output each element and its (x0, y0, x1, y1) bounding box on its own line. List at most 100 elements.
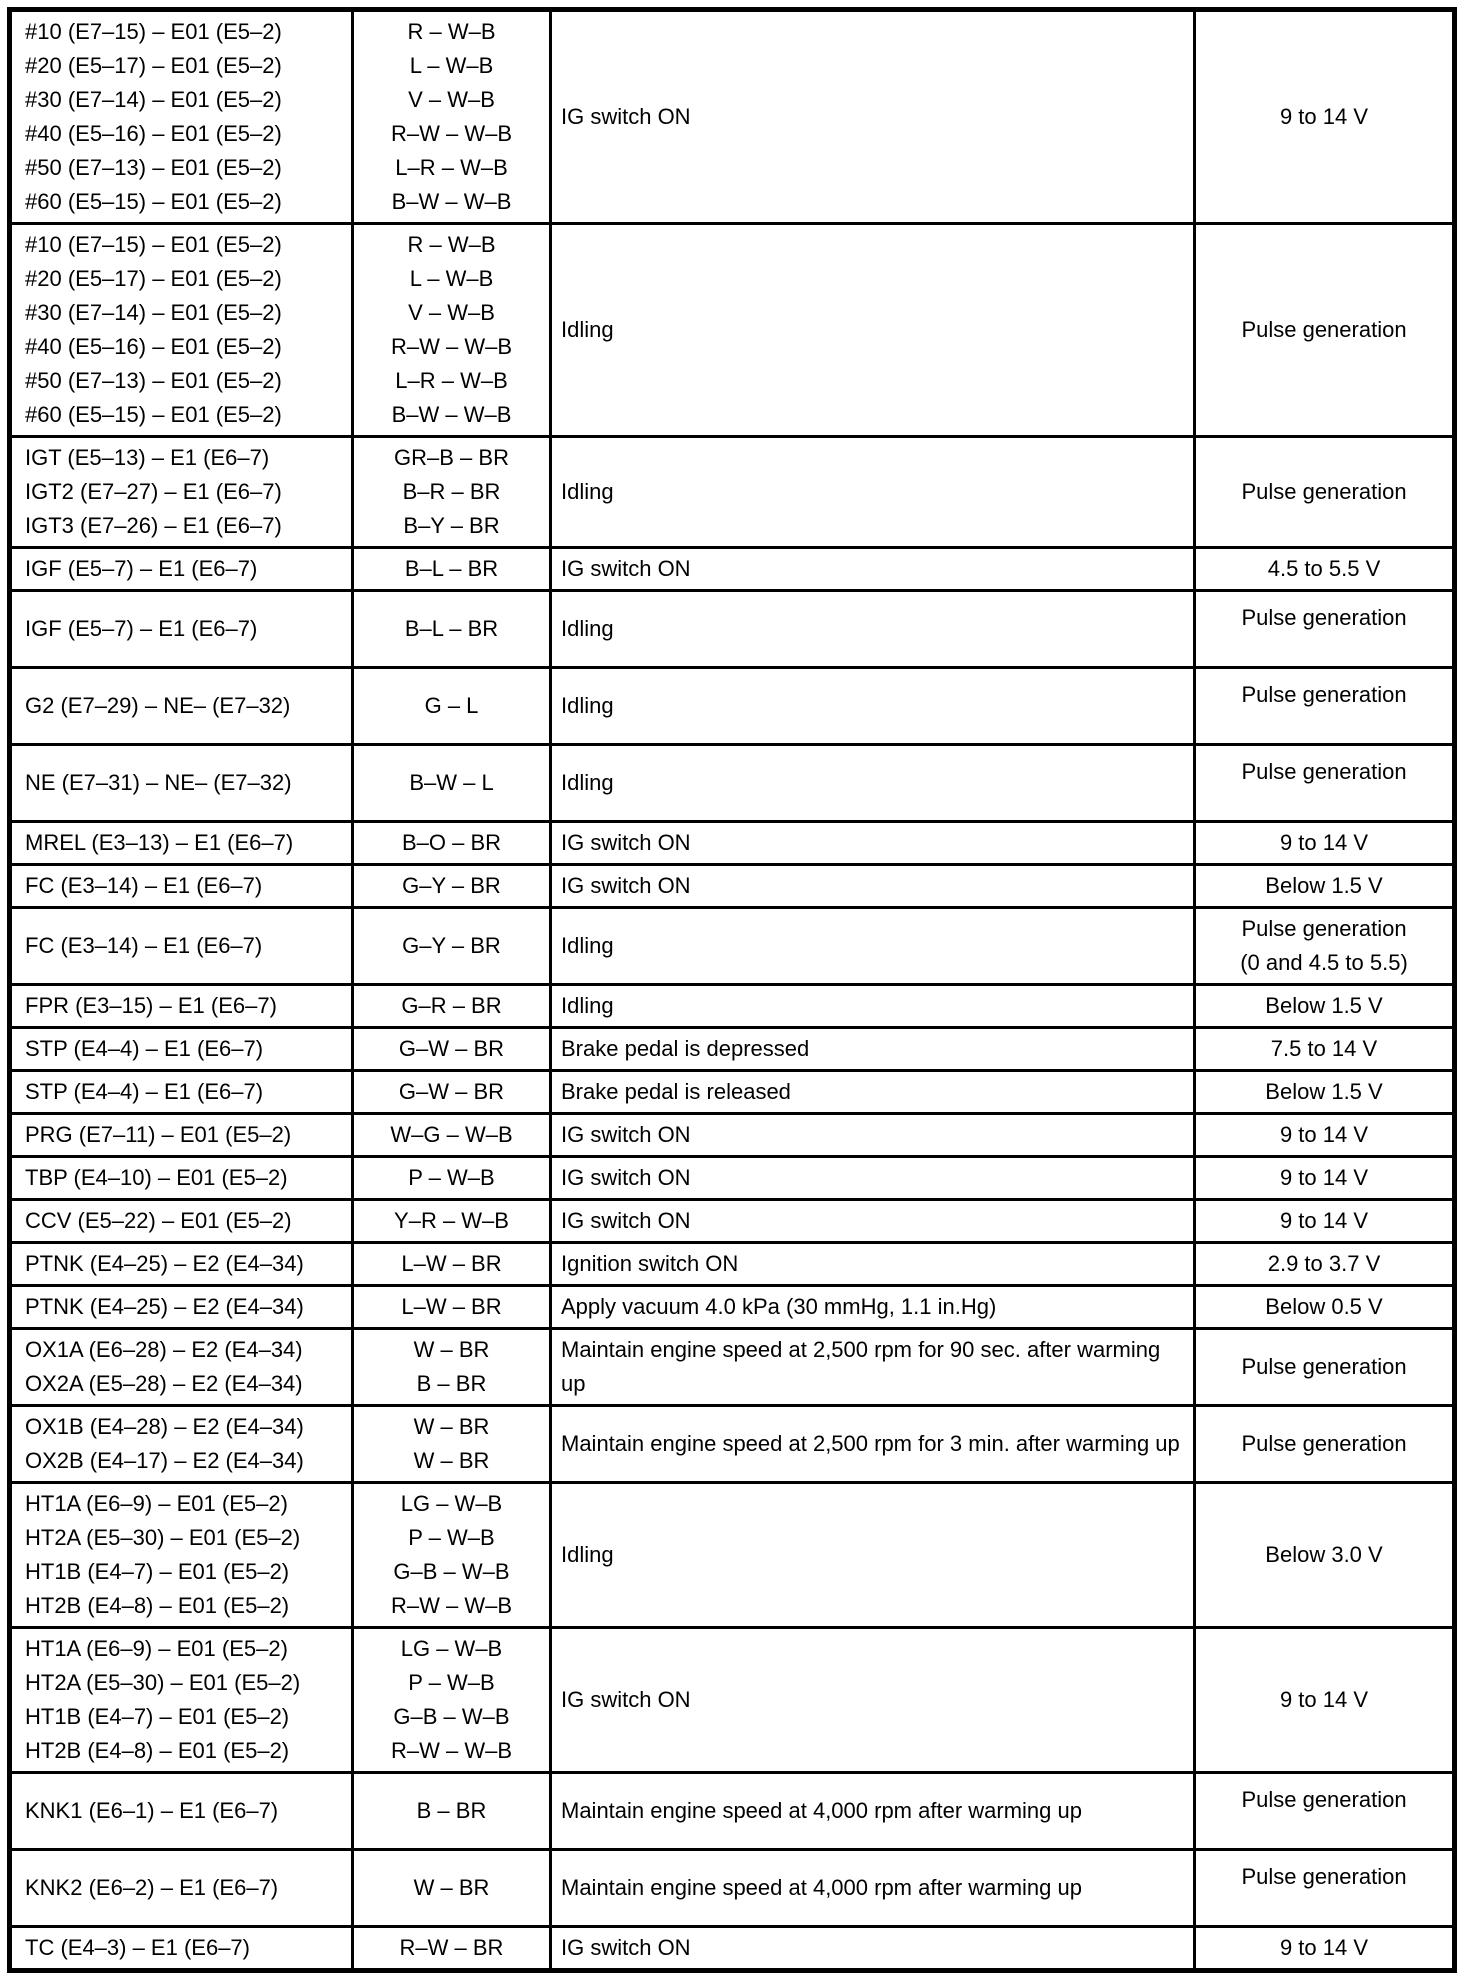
wire-colors-cell: GR–B – BR B–R – BR B–Y – BR (351, 435, 552, 549)
wire-color-line: B–O – BR (401, 830, 502, 855)
terminal-voltage-table: #10 (E7–15) – E01 (E5–2) #20 (E5–17) – E0… (7, 7, 1457, 1973)
wire-color-line: B–W – L (409, 770, 494, 795)
wire-color-line: R – W–B (407, 19, 496, 44)
table-row: FC (E3–14) – E1 (E6–7) G–Y – BR IG switch … (8, 863, 1456, 909)
terminal-line: TC (E4–3) – E1 (E6–7) (25, 1935, 250, 1960)
terminal-line: HT2B (E4–8) – E01 (E5–2) (25, 1593, 290, 1618)
value-line: 9 to 14 V (1279, 1122, 1369, 1147)
value-cell: 4.5 to 5.5 V (1193, 546, 1456, 592)
terminal-line: KNK1 (E6–1) – E1 (E6–7) (25, 1798, 279, 1823)
table-row: STP (E4–4) – E1 (E6–7) G–W – BR Brake peda… (8, 1026, 1456, 1072)
table-row: OX1A (E6–28) – E2 (E4–34) OX2A (E5–28) – … (8, 1327, 1456, 1407)
wire-color-line: G–W – BR (398, 1079, 505, 1104)
value-cell: Pulse generation (1193, 1327, 1456, 1407)
wire-colors-cell: P – W–B (351, 1155, 552, 1201)
terminal-line: NE (E7–31) – NE– (E7–32) (25, 770, 292, 795)
terminal-line: HT2B (E4–8) – E01 (E5–2) (25, 1738, 290, 1763)
terminal-line: G2 (E7–29) – NE– (E7–32) (25, 693, 291, 718)
table-row: CCV (E5–22) – E01 (E5–2) Y–R – W–B IG swit… (8, 1198, 1456, 1244)
wire-colors-cell: Y–R – W–B (351, 1198, 552, 1244)
table-row: TC (E4–3) – E1 (E6–7) R–W – BR IG switch O… (8, 1925, 1456, 1972)
wire-color-line: Y–R – W–B (394, 1208, 509, 1233)
condition-cell: IG switch ON (549, 1626, 1196, 1774)
condition-cell: Apply vacuum 4.0 kPa (30 mmHg, 1.1 in.Hg… (549, 1284, 1196, 1330)
terminals-cell: #10 (E7–15) – E01 (E5–2) #20 (E5–17) – E0… (8, 222, 354, 438)
terminals-cell: PTNK (E4–25) – E2 (E4–34) (8, 1241, 354, 1287)
terminals-cell: TBP (E4–10) – E01 (E5–2) (8, 1155, 354, 1201)
wire-color-line: L – W–B (409, 53, 494, 78)
wire-colors-cell: B–L – BR (351, 589, 552, 669)
wire-color-line: L – W–B (409, 266, 494, 291)
terminal-line: #50 (E7–13) – E01 (E5–2) (25, 155, 282, 180)
wire-color-line: LG – W–B (400, 1491, 503, 1516)
terminals-cell: PRG (E7–11) – E01 (E5–2) (8, 1112, 354, 1158)
wire-colors-cell: LG – W–B P – W–B G–B – W–B R–W – W–B (351, 1626, 552, 1774)
terminal-line: #20 (E5–17) – E01 (E5–2) (25, 53, 282, 78)
terminals-cell: #10 (E7–15) – E01 (E5–2) #20 (E5–17) – E0… (8, 8, 354, 225)
wire-colors-cell: W – BR W – BR (351, 1404, 552, 1484)
condition-cell: Idling (549, 1481, 1196, 1629)
terminal-line: #10 (E7–15) – E01 (E5–2) (25, 232, 282, 257)
value-cell: 9 to 14 V (1193, 1155, 1456, 1201)
condition-cell: Idling (549, 589, 1196, 669)
wire-color-line: GR–B – BR (394, 445, 509, 470)
condition-cell: IG switch ON (549, 820, 1196, 866)
wire-color-line: B–Y – BR (403, 513, 500, 538)
wire-color-line: G–Y – BR (402, 873, 501, 898)
wire-colors-cell: L–W – BR (351, 1241, 552, 1287)
value-line: Pulse generation (1241, 605, 1407, 630)
terminals-cell: IGF (E5–7) – E1 (E6–7) (8, 589, 354, 669)
terminal-line: #10 (E7–15) – E01 (E5–2) (25, 19, 282, 44)
wire-colors-cell: R – W–B L – W–B V – W–B R–W – W–B L–R – W–B B… (351, 8, 552, 225)
value-cell: 7.5 to 14 V (1193, 1026, 1456, 1072)
condition-cell: IG switch ON (549, 1112, 1196, 1158)
value-cell: Pulse generation (1193, 743, 1456, 823)
terminal-line: IGF (E5–7) – E1 (E6–7) (25, 616, 258, 641)
terminal-line: OX2A (E5–28) – E2 (E4–34) (25, 1371, 303, 1396)
terminals-cell: TC (E4–3) – E1 (E6–7) (8, 1925, 354, 1972)
value-cell: Below 1.5 V (1193, 1069, 1456, 1115)
condition-cell: Brake pedal is released (549, 1069, 1196, 1115)
table-row: HT1A (E6–9) – E01 (E5–2) HT2A (E5–30) – E… (8, 1626, 1456, 1774)
value-cell: Below 3.0 V (1193, 1481, 1456, 1629)
terminals-cell: KNK2 (E6–2) – E1 (E6–7) (8, 1848, 354, 1928)
wire-colors-cell: R – W–B L – W–B V – W–B R–W – W–B L–R – W–B B… (351, 222, 552, 438)
table-row: #10 (E7–15) – E01 (E5–2) #20 (E5–17) – E0… (8, 222, 1456, 438)
wire-color-line: W–G – W–B (390, 1122, 513, 1147)
wire-colors-cell: G–Y – BR (351, 906, 552, 986)
wire-colors-cell: L–W – BR (351, 1284, 552, 1330)
wire-color-line: R–W – W–B (390, 334, 513, 359)
wire-color-line: R–W – BR (399, 1935, 504, 1960)
terminals-cell: STP (E4–4) – E1 (E6–7) (8, 1026, 354, 1072)
table-row: TBP (E4–10) – E01 (E5–2) P – W–B IG switch… (8, 1155, 1456, 1201)
condition-cell: Maintain engine speed at 2,500 rpm for 3… (549, 1404, 1196, 1484)
value-line: 7.5 to 14 V (1270, 1036, 1378, 1061)
terminal-line: KNK2 (E6–2) – E1 (E6–7) (25, 1875, 279, 1900)
value-cell: 9 to 14 V (1193, 1626, 1456, 1774)
table-body: #10 (E7–15) – E01 (E5–2) #20 (E5–17) – E0… (8, 8, 1456, 1972)
condition-cell: IG switch ON (549, 863, 1196, 909)
value-cell: Below 0.5 V (1193, 1284, 1456, 1330)
wire-colors-cell: LG – W–B P – W–B G–B – W–B R–W – W–B (351, 1481, 552, 1629)
wire-color-line: R – W–B (407, 232, 496, 257)
value-cell: Below 1.5 V (1193, 983, 1456, 1029)
wire-colors-cell: G–W – BR (351, 1026, 552, 1072)
wire-color-line: P – W–B (408, 1165, 495, 1190)
value-line: Pulse generation (1241, 682, 1407, 707)
wire-colors-cell: W–G – W–B (351, 1112, 552, 1158)
table-row: MREL (E3–13) – E1 (E6–7) B–O – BR IG switc… (8, 820, 1456, 866)
terminal-line: PTNK (E4–25) – E2 (E4–34) (25, 1294, 304, 1319)
value-cell: Below 1.5 V (1193, 863, 1456, 909)
value-cell: Pulse generation (1193, 666, 1456, 746)
value-line: 9 to 14 V (1279, 104, 1369, 129)
terminal-line: PRG (E7–11) – E01 (E5–2) (25, 1122, 292, 1147)
table-row: PRG (E7–11) – E01 (E5–2) W–G – W–B IG swit… (8, 1112, 1456, 1158)
wire-colors-cell: G–W – BR (351, 1069, 552, 1115)
wire-color-line: W – BR (413, 1414, 490, 1439)
condition-cell: Maintain engine speed at 2,500 rpm for 9… (549, 1327, 1196, 1407)
terminals-cell: FC (E3–14) – E1 (E6–7) (8, 863, 354, 909)
terminal-line: IGT2 (E7–27) – E1 (E6–7) (25, 479, 282, 504)
condition-cell: Idling (549, 666, 1196, 746)
terminals-cell: HT1A (E6–9) – E01 (E5–2) HT2A (E5–30) – E… (8, 1481, 354, 1629)
terminals-cell: STP (E4–4) – E1 (E6–7) (8, 1069, 354, 1115)
